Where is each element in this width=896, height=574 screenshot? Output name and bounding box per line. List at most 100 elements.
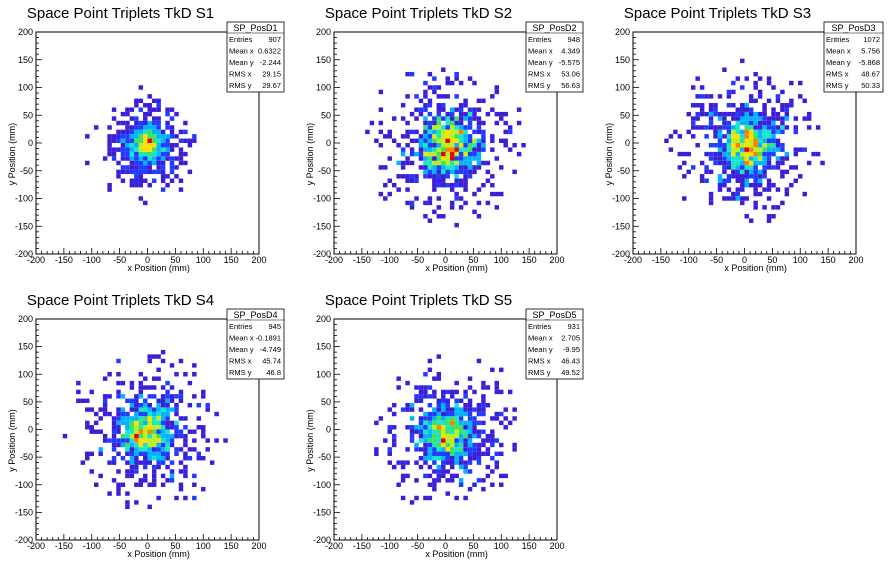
histogram-bin [436,429,442,434]
histogram-bin [753,134,758,139]
histogram-bin [458,103,464,108]
histogram-bin [445,165,450,170]
histogram-bin [134,120,139,126]
histogram-bin [467,143,473,148]
histogram-bin [147,447,152,452]
histogram-bin [147,120,152,126]
stats-hist-name: SP_PosD5 [532,310,576,320]
histogram-bin [436,402,442,408]
histogram-bin [143,147,148,152]
histogram-bin [682,151,687,157]
histogram-bin [107,394,112,399]
histogram-panel-1: -200 -150 -100 -50 0 50 100 150 200-200-150-100-… [7,5,285,273]
histogram-bin [494,120,500,126]
histogram-bin [405,143,410,148]
histogram-bin [454,143,459,148]
histogram-bin [766,134,772,139]
histogram-bin [458,169,464,175]
histogram-bin [160,416,166,421]
histogram-bin [134,98,139,104]
histogram-bin [717,143,723,148]
histogram-bin [423,156,428,161]
histogram-bin [147,156,152,161]
y-tick-label: 50 [321,397,331,407]
histogram-bin [427,125,433,130]
histogram-bin [449,120,455,126]
histogram-bin [85,456,90,461]
histogram-bin [463,447,468,452]
histogram-bin [156,129,161,135]
histogram-bin [418,425,424,430]
histogram-bin [445,143,450,148]
histogram-bin [374,451,379,457]
histogram-bin [481,478,486,483]
histogram-bin [441,107,446,112]
histogram-bin [740,111,745,117]
histogram-bin [147,420,152,426]
histogram-bin [463,460,468,465]
histogram-bin [147,125,152,130]
x-tick-label: 200 [549,541,564,551]
histogram-bin [98,429,103,434]
histogram-bin [454,407,459,412]
histogram-bin [441,464,446,470]
histogram-bin [436,151,442,157]
histogram-bin [458,478,464,483]
histogram-bin [138,402,144,408]
histogram-bin [463,147,468,152]
histogram-bin [116,389,121,395]
histogram-bin [151,376,157,381]
histogram-bin [432,76,437,81]
histogram-bin [427,160,433,166]
histogram-bin [722,120,727,126]
histogram-bin [449,160,455,166]
histogram-bin [664,138,669,143]
histogram-bin [129,116,135,121]
histogram-bin [400,473,406,479]
histogram-bin [775,94,781,99]
histogram-bin [726,151,732,157]
histogram-bin [481,486,486,492]
histogram-bin [717,138,723,143]
histogram-bin [160,420,166,426]
histogram-bin [726,111,732,117]
histogram-bin [467,151,473,157]
histogram-bin [753,80,758,86]
histogram-bin [125,143,130,148]
histogram-bin [169,407,175,412]
histogram-bin [699,178,705,183]
histogram-bin [160,147,166,152]
histogram-bin [432,394,437,399]
y-tick-label: -200 [15,249,33,259]
histogram-bin [387,425,392,430]
histogram-bin [378,120,384,126]
histogram-bin [780,120,785,126]
histogram-bin [423,456,428,461]
histogram-bin [156,138,161,143]
stats-value: -5.868 [859,58,880,67]
histogram-bin [116,469,121,474]
histogram-bin [414,385,419,390]
histogram-bin [735,134,741,139]
histogram-bin [731,191,736,197]
histogram-bin [147,429,152,434]
histogram-bin [494,85,500,90]
histogram-bin [129,129,135,135]
histogram-bin [187,429,193,434]
histogram-bin [449,200,455,206]
y-tick-label: -50 [318,166,331,176]
histogram-bin [138,151,144,157]
histogram-bin [735,174,741,179]
histogram-bin [120,147,126,152]
histogram-bin [400,151,406,157]
histogram-bin [143,425,148,430]
histogram-bin [178,187,184,192]
histogram-bin [134,143,139,148]
histogram-bin [494,111,500,117]
histogram-bin [378,89,384,95]
histogram-bin [463,495,468,501]
y-tick-label: 50 [23,110,33,120]
histogram-bin [125,433,130,439]
histogram-bin [414,116,419,121]
histogram-bin [174,156,179,161]
